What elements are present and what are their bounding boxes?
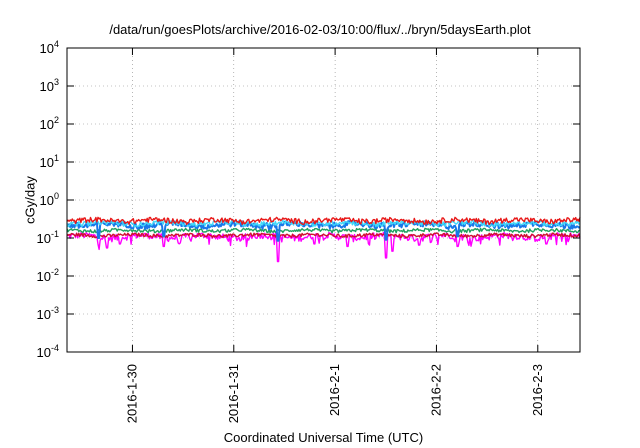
y-tick-label: 102 [40,115,59,132]
x-tick-label: 2016-1-30 [124,364,139,423]
series-line [66,232,581,239]
x-tick-label: 2016-2-2 [428,364,443,416]
x-tick-label: 2016-2-1 [327,364,342,416]
y-tick-label: 104 [40,39,59,56]
chart-title: /data/run/goesPlots/archive/2016-02-03/1… [109,22,531,37]
y-tick-label: 10-3 [37,305,59,322]
y-tick-label: 101 [40,153,59,170]
y-tick-label: 10-2 [37,267,59,284]
y-tick-label: 100 [40,191,59,208]
y-axis-label: cGy/day [22,176,38,224]
x-tick-label: 2016-2-3 [530,364,545,416]
series-line [66,219,581,228]
x-axis-label: Coordinated Universal Time (UTC) [223,430,424,445]
y-tick-label: 10-1 [37,229,59,246]
y-tick-label: 103 [40,77,59,94]
series-line [67,231,581,263]
y-tick-label: 10-4 [37,343,59,360]
x-tick-label: 2016-1-31 [226,364,241,423]
series-line [66,227,581,234]
series-line [66,216,581,226]
